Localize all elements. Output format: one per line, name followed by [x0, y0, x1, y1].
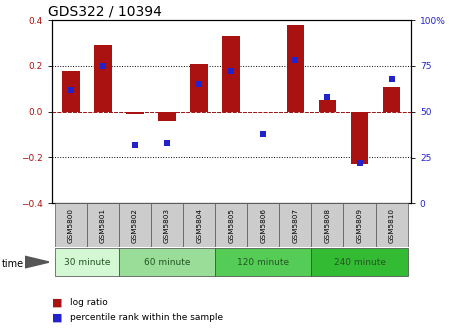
Point: [228, 69, 235, 74]
Text: ■: ■: [52, 312, 62, 323]
Bar: [383, 87, 401, 112]
Bar: [319, 100, 336, 112]
Point: [67, 87, 75, 92]
Text: log ratio: log ratio: [70, 298, 107, 307]
Text: percentile rank within the sample: percentile rank within the sample: [70, 313, 223, 322]
Point: [356, 160, 363, 166]
Text: GDS322 / 10394: GDS322 / 10394: [48, 5, 162, 19]
Bar: [55, 203, 87, 247]
Text: GSM5807: GSM5807: [292, 208, 299, 243]
Point: [196, 82, 203, 87]
Bar: [286, 25, 304, 112]
Bar: [151, 203, 183, 247]
Bar: [222, 36, 240, 112]
Bar: [126, 112, 144, 114]
Text: time: time: [2, 259, 24, 269]
Text: GSM5803: GSM5803: [164, 208, 170, 243]
Bar: [312, 249, 408, 276]
Bar: [312, 203, 343, 247]
Text: GSM5806: GSM5806: [260, 208, 266, 243]
Point: [99, 63, 106, 69]
Bar: [351, 112, 368, 164]
Text: 30 minute: 30 minute: [64, 258, 110, 266]
Bar: [375, 203, 408, 247]
Point: [132, 142, 139, 148]
Text: GSM5805: GSM5805: [228, 208, 234, 243]
Text: GSM5802: GSM5802: [132, 208, 138, 243]
Bar: [247, 203, 279, 247]
Bar: [158, 112, 176, 121]
Bar: [87, 203, 119, 247]
Polygon shape: [25, 256, 49, 268]
Bar: [119, 203, 151, 247]
Bar: [215, 249, 312, 276]
Bar: [279, 203, 312, 247]
Bar: [190, 64, 208, 112]
Text: GSM5800: GSM5800: [68, 208, 74, 243]
Bar: [183, 203, 215, 247]
Text: GSM5810: GSM5810: [388, 208, 395, 243]
Bar: [215, 203, 247, 247]
Text: GSM5809: GSM5809: [357, 208, 362, 243]
Bar: [62, 71, 80, 112]
Text: GSM5804: GSM5804: [196, 208, 202, 243]
Text: 120 minute: 120 minute: [237, 258, 289, 266]
Point: [324, 94, 331, 100]
Text: GSM5808: GSM5808: [325, 208, 330, 243]
Text: 240 minute: 240 minute: [334, 258, 386, 266]
Point: [163, 140, 171, 145]
Point: [260, 131, 267, 136]
Text: GSM5801: GSM5801: [100, 208, 106, 243]
Point: [388, 76, 395, 81]
Bar: [55, 249, 119, 276]
Bar: [94, 45, 112, 112]
Point: [292, 58, 299, 63]
Text: 60 minute: 60 minute: [144, 258, 190, 266]
Bar: [119, 249, 215, 276]
Text: ■: ■: [52, 297, 62, 307]
Bar: [343, 203, 375, 247]
